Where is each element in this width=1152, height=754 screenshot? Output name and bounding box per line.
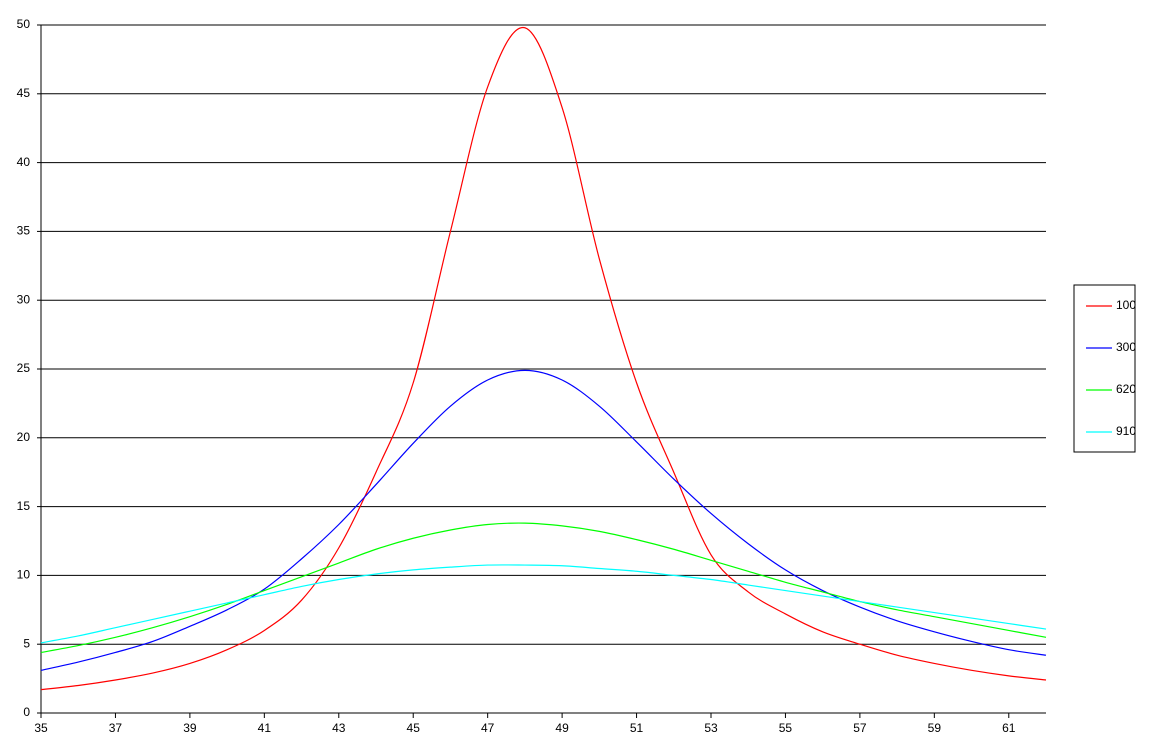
y-tick-label: 50 [17,17,31,31]
y-tick-label: 0 [23,705,30,719]
series-line [40,27,1047,691]
series-line [40,564,1047,644]
y-tick-label: 5 [23,636,30,650]
x-tick-label: 39 [183,721,197,735]
y-tick-label: 20 [17,430,31,444]
x-tick-label: 43 [332,721,346,735]
y-tick-label: 30 [17,292,31,306]
legend-label: 100 [1116,298,1136,312]
legend-label: 910 [1116,424,1136,438]
x-tick-label: 55 [779,721,793,735]
x-tick-label: 49 [555,721,569,735]
x-tick-label: 57 [853,721,867,735]
legend-label: 300 [1116,340,1136,354]
x-tick-label: 37 [109,721,123,735]
legend-box [1073,284,1136,453]
y-tick-label: 15 [17,499,31,513]
y-tick-label: 25 [17,361,31,375]
y-tick-label: 45 [17,86,31,100]
x-tick-label: 45 [407,721,421,735]
y-tick-label: 10 [17,568,31,582]
x-tick-label: 53 [704,721,718,735]
x-tick-label: 47 [481,721,495,735]
x-tick-label: 51 [630,721,644,735]
series-line [40,522,1047,654]
x-tick-label: 41 [258,721,272,735]
x-tick-label: 59 [928,721,942,735]
y-tick-label: 35 [17,224,31,238]
y-tick-label: 40 [17,155,31,169]
series-line [40,369,1047,671]
x-tick-label: 61 [1002,721,1016,735]
x-tick-label: 35 [34,721,48,735]
legend-label: 620 [1116,382,1136,396]
